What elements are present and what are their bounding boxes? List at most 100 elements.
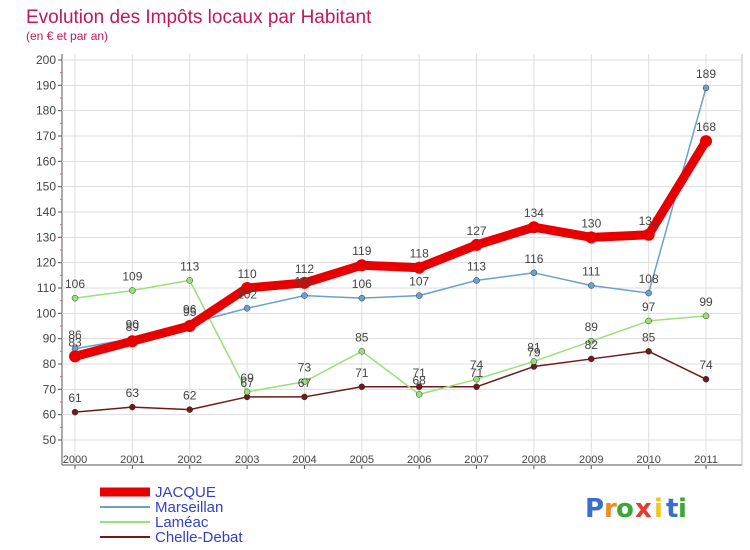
y-tick-label: 180: [36, 104, 56, 118]
data-label: 108: [639, 272, 659, 286]
data-label: 131: [639, 214, 659, 228]
x-tick-label: 2011: [694, 454, 718, 466]
series-point-2: [186, 277, 193, 284]
data-label: 74: [470, 358, 484, 372]
series-line-2: [74, 279, 707, 396]
series-point-0: [298, 276, 311, 289]
data-label: 85: [355, 330, 369, 344]
brand-letter: i: [654, 494, 663, 524]
data-label: 106: [352, 277, 372, 291]
legend-label: Chelle-Debat: [155, 529, 243, 546]
data-label: 69: [240, 371, 254, 385]
y-tick-label: 110: [37, 281, 56, 295]
series-point-1: [243, 305, 251, 312]
y-tick-label: 200: [36, 53, 56, 67]
data-label: 99: [699, 295, 713, 309]
brand-letter: i: [678, 494, 687, 524]
series-point-2: [129, 287, 136, 294]
series-point-0: [585, 231, 598, 244]
series-point-3: [71, 408, 79, 416]
x-tick-label: 2007: [464, 454, 488, 466]
data-label: 107: [409, 275, 429, 289]
series-point-1: [530, 269, 538, 277]
data-label: 96: [183, 302, 197, 316]
x-tick-label: 2003: [235, 454, 259, 466]
series-point-1: [645, 289, 652, 297]
y-tick-label: 50: [43, 433, 57, 447]
x-tick-label: 2009: [579, 454, 603, 466]
data-label: 113: [467, 259, 486, 273]
data-label: 189: [696, 67, 716, 81]
brand-letter: r: [604, 494, 617, 524]
series-point-1: [358, 294, 366, 302]
series-point-2: [702, 312, 710, 320]
data-label: 67: [240, 376, 254, 390]
x-tick-label: 2001: [120, 454, 144, 466]
y-tick-label: 170: [36, 129, 56, 143]
y-tick-label: 90: [43, 332, 57, 346]
x-tick-label: 2002: [177, 454, 201, 466]
series-point-0: [69, 350, 81, 363]
series-point-3: [301, 393, 308, 401]
data-label: 112: [295, 262, 314, 276]
series-point-2: [71, 294, 79, 302]
y-tick-label: 140: [36, 205, 56, 219]
x-tick-label: 2010: [636, 454, 660, 466]
series-point-1: [415, 292, 423, 299]
y-tick-label: 190: [36, 78, 56, 92]
data-label: 130: [581, 216, 601, 230]
y-tick-label: 130: [36, 230, 56, 244]
chart-subtitle: (en € et par an): [26, 29, 108, 43]
data-label: 62: [183, 389, 197, 403]
data-label: 67: [298, 376, 312, 390]
data-label: 102: [237, 287, 257, 301]
series-line-3: [74, 350, 707, 413]
series-point-3: [645, 348, 652, 355]
data-label: 89: [126, 320, 140, 334]
series-point-0: [700, 135, 712, 148]
x-tick-label: 2008: [522, 454, 546, 466]
y-tick-label: 70: [43, 382, 57, 396]
data-label: 127: [467, 224, 487, 238]
series-point-3: [129, 403, 136, 411]
data-label: 89: [585, 320, 599, 334]
data-label: 107: [294, 275, 314, 289]
data-label: 63: [126, 386, 140, 400]
x-tick-label: 2004: [292, 454, 316, 466]
data-label: 71: [355, 366, 369, 380]
series-point-3: [702, 375, 710, 383]
series-point-0: [413, 261, 426, 274]
data-label: 119: [352, 244, 371, 258]
x-tick-label: 2005: [350, 454, 374, 466]
data-label: 68: [413, 373, 427, 387]
data-label: 73: [298, 361, 312, 375]
data-label: 168: [696, 120, 716, 134]
series-point-2: [588, 337, 595, 345]
data-label: 116: [524, 252, 543, 266]
data-label: 71: [470, 366, 484, 380]
chart-title: Evolution des Impôts locaux par Habitant: [26, 7, 372, 28]
series-point-1: [588, 282, 595, 289]
legend-label: JACQUE: [155, 484, 216, 501]
data-label: 118: [410, 247, 429, 261]
x-tick-label: 2000: [63, 454, 87, 466]
data-label: 97: [642, 300, 656, 314]
series-point-2: [301, 378, 308, 385]
series-point-3: [415, 383, 423, 391]
data-label: 95: [183, 305, 197, 319]
data-label: 83: [68, 335, 82, 349]
data-label: 110: [238, 267, 257, 281]
series-point-2: [358, 348, 366, 355]
data-label: 74: [699, 358, 713, 372]
data-label: 61: [68, 391, 82, 405]
y-tick-label: 150: [36, 180, 56, 194]
series-point-1: [301, 292, 308, 299]
y-tick-label: 80: [43, 357, 57, 371]
brand-letter: x: [635, 494, 652, 524]
series-point-0: [126, 335, 139, 348]
series-point-0: [470, 238, 483, 251]
legend-label: Marseillan: [155, 499, 223, 516]
x-tick-label: 2006: [407, 454, 431, 466]
series-point-1: [702, 84, 710, 92]
